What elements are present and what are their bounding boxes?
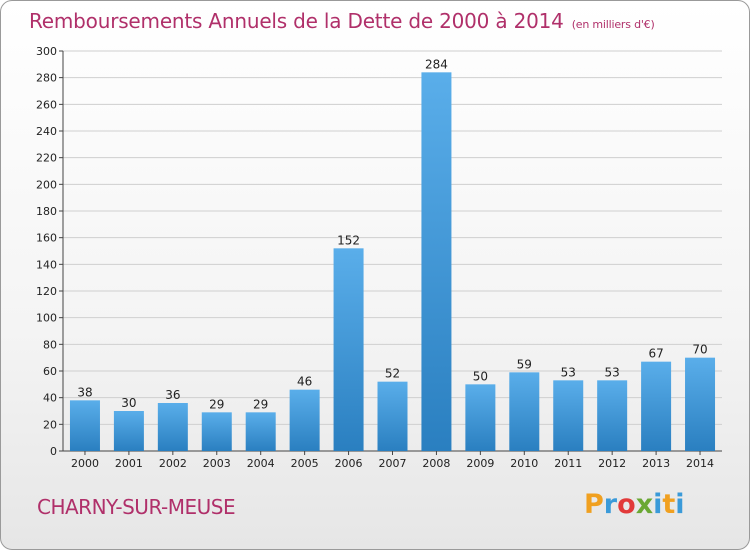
y-tick-label: 180 [36,205,57,218]
x-tick-label: 2011 [554,457,582,470]
y-tick-label: 80 [43,338,57,351]
y-tick-label: 0 [50,445,57,458]
x-tick-label: 2007 [379,457,407,470]
x-tick-label: 2012 [598,457,626,470]
bar [157,403,188,451]
x-tick-label: 2005 [291,457,319,470]
logo-letter: i [675,489,685,520]
y-tick-label: 60 [43,365,57,378]
data-label: 59 [517,357,532,371]
bar [553,380,584,451]
data-label: 70 [692,343,707,357]
data-label: 29 [209,397,224,411]
data-labels: 38 30 36 29 29 46 152 52 284 50 59 53 53 67 70 [77,57,707,411]
data-label: 52 [385,367,400,381]
x-tick-label: 2009 [466,457,494,470]
data-label: 30 [121,396,136,410]
bar [421,72,452,451]
data-label: 36 [165,388,180,402]
data-label: 53 [561,365,576,379]
title-text: Remboursements Annuels de la Dette de 20… [29,9,564,33]
logo-letter: r [603,489,618,520]
x-tick-label: 2003 [203,457,231,470]
x-tick-label: 2000 [71,457,99,470]
y-tick-label: 20 [43,418,57,431]
bar [641,361,672,451]
bar [113,411,144,451]
x-tick-label: 2013 [642,457,670,470]
data-label: 284 [425,57,448,71]
bar [377,381,408,451]
bar [465,384,496,451]
y-tick-label: 200 [36,178,57,191]
y-tick-label: 100 [36,312,57,325]
y-tick-label: 280 [36,72,57,85]
y-tick-label: 140 [36,258,57,271]
logo-letter: P [584,489,604,520]
y-tick-label: 220 [36,152,57,165]
chart-title: Remboursements Annuels de la Dette de 20… [29,9,655,33]
y-tick-label: 260 [36,98,57,111]
bar [509,372,540,451]
proxiti-logo: Proxiti [584,489,685,520]
data-label: 53 [605,365,620,379]
bar [685,357,716,451]
y-tick-label: 160 [36,232,57,245]
y-tick-label: 300 [36,45,57,58]
bar [289,389,320,451]
bar [597,380,628,451]
chart-subtitle: (en milliers d'€) [571,18,655,31]
axes: 0 20 40 60 80 100 120 140 160 180 200 220 240 260 280 3… [36,45,722,470]
bar [245,412,276,451]
x-tick-label: 2004 [247,457,275,470]
x-tick-label: 2010 [510,457,538,470]
commune-name: CHARNY-SUR-MEUSE [37,495,236,519]
data-label: 38 [77,385,92,399]
bar [69,400,100,451]
data-label: 152 [337,233,360,247]
y-tick-label: 40 [43,392,57,405]
logo-letter: i [653,489,663,520]
logo-letter: t [662,489,676,520]
x-tick-label: 2002 [159,457,187,470]
x-tick-label: 2006 [335,457,363,470]
data-label: 67 [648,347,663,361]
x-tick-label: 2001 [115,457,143,470]
x-tick-label: 2008 [422,457,450,470]
y-tick-label: 120 [36,285,57,298]
data-label: 46 [297,375,312,389]
data-label: 29 [253,397,268,411]
y-tick-label: 240 [36,125,57,138]
bars [69,72,716,451]
x-tick-label: 2014 [686,457,714,470]
logo-letter: o [617,489,636,520]
data-label: 50 [473,369,488,383]
logo-letter: x [635,489,654,520]
bar [333,248,364,451]
bar [201,412,232,451]
